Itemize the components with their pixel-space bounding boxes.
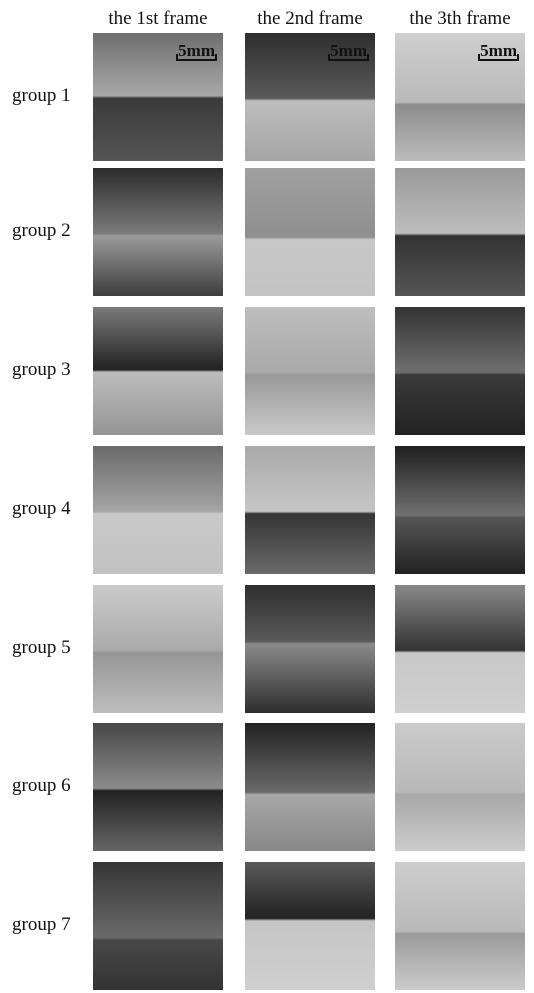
column-header: the 1st frame <box>83 8 233 30</box>
row-label: group 6 <box>12 775 71 797</box>
image-panel: 5mm <box>245 33 375 161</box>
image-panel <box>395 307 525 435</box>
image-panel <box>395 862 525 990</box>
row-label: group 4 <box>12 498 71 520</box>
image-panel <box>395 446 525 574</box>
column-header: the 3th frame <box>385 8 534 30</box>
scale-bar: 5mm <box>176 43 217 61</box>
image-panel <box>245 446 375 574</box>
image-panel <box>93 446 223 574</box>
row-label: group 2 <box>12 220 71 242</box>
image-panel <box>93 723 223 851</box>
row-label: group 5 <box>12 637 71 659</box>
image-panel <box>395 168 525 296</box>
image-panel <box>395 585 525 713</box>
image-panel <box>93 862 223 990</box>
scale-bar: 5mm <box>328 43 369 61</box>
scale-bar: 5mm <box>478 43 519 61</box>
row-label: group 3 <box>12 359 71 381</box>
column-header: the 2nd frame <box>235 8 385 30</box>
image-panel <box>245 862 375 990</box>
image-panel <box>245 307 375 435</box>
figure: the 1st framethe 2nd framethe 3th frame g… <box>0 0 534 993</box>
image-panel <box>93 585 223 713</box>
image-panel: 5mm <box>93 33 223 161</box>
image-panel <box>245 723 375 851</box>
image-panel <box>245 168 375 296</box>
row-label: group 7 <box>12 914 71 936</box>
row-label: group 1 <box>12 85 71 107</box>
image-panel: 5mm <box>395 33 525 161</box>
image-panel <box>395 723 525 851</box>
image-panel <box>93 307 223 435</box>
image-panel <box>245 585 375 713</box>
image-panel <box>93 168 223 296</box>
